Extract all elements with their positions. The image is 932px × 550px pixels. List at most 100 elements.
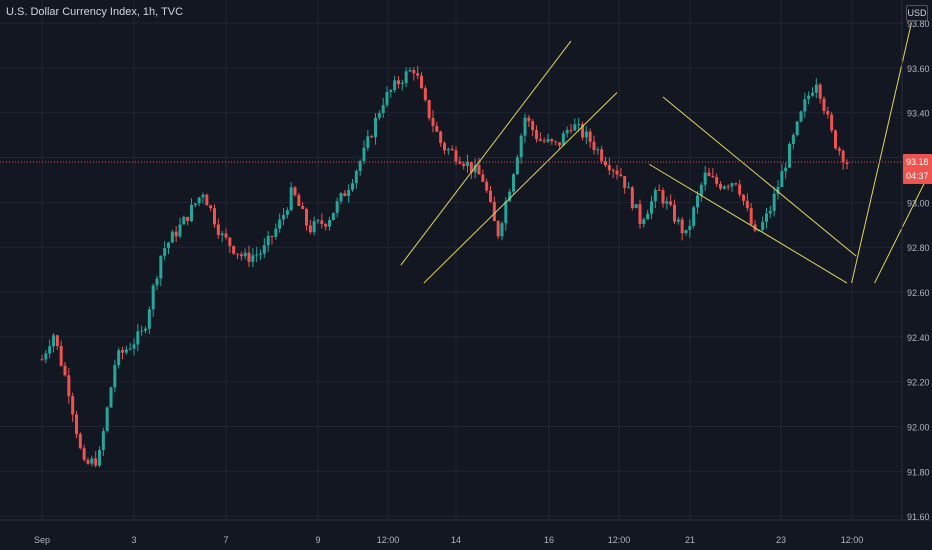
candle-body — [504, 201, 508, 224]
candle-body — [305, 208, 308, 226]
last-price-badge[interactable] — [903, 154, 932, 185]
candle-body — [331, 212, 335, 221]
candle-body — [684, 229, 688, 234]
candle-body — [826, 111, 830, 115]
y-tick-label: 93.00 — [907, 198, 930, 208]
candle-body — [59, 345, 63, 366]
trend-channel-line[interactable] — [662, 96, 857, 257]
y-tick-label: 93.60 — [907, 64, 930, 74]
trend-channel-line[interactable] — [851, 22, 912, 284]
candle-body — [569, 130, 573, 132]
candle-body — [692, 207, 696, 226]
candle-body — [205, 194, 209, 206]
candle-body — [136, 331, 140, 345]
candle-body — [726, 186, 730, 188]
candle-body — [481, 174, 485, 182]
candle-body — [604, 161, 607, 166]
candle-body — [78, 434, 82, 449]
candle-body — [358, 161, 362, 172]
candle-body — [584, 131, 588, 138]
y-tick-label: 92.60 — [907, 288, 930, 298]
candle-body — [431, 117, 435, 126]
y-tick-label: 93.80 — [907, 19, 930, 29]
trend-channel-line[interactable] — [423, 92, 618, 284]
x-tick-label: 14 — [451, 535, 461, 545]
candle-body — [730, 183, 734, 187]
candle-body — [197, 197, 201, 204]
candle-body — [466, 161, 469, 167]
candle-body — [381, 105, 385, 114]
candle-body — [132, 344, 136, 349]
candle-body — [703, 172, 707, 185]
candle-body — [193, 203, 197, 205]
candle-body — [650, 201, 653, 214]
candle-body — [247, 252, 251, 262]
candle-body — [661, 190, 665, 204]
candle-body — [615, 170, 619, 175]
candle-body — [830, 114, 834, 131]
candle-body — [393, 80, 397, 91]
candle-body — [680, 219, 684, 234]
y-tick-label: 92.80 — [907, 243, 930, 253]
candle-body — [105, 407, 109, 431]
candle-body — [642, 219, 646, 224]
candle-body — [328, 220, 331, 227]
currency-badge[interactable]: USD — [906, 5, 928, 21]
candle-body — [285, 210, 289, 215]
trend-channel-line[interactable] — [648, 163, 848, 284]
candle-body — [527, 117, 531, 122]
candle-body — [320, 220, 324, 225]
last-price-value: 93.18 — [906, 157, 929, 167]
candle-body — [109, 387, 113, 408]
candle-body — [297, 195, 301, 206]
candle-body — [362, 147, 366, 162]
candle-body — [270, 235, 274, 237]
candle-body — [577, 124, 581, 126]
candle-body — [374, 117, 377, 138]
candle-body — [182, 216, 186, 225]
candle-body — [259, 253, 262, 255]
candle-body — [282, 214, 285, 220]
candle-body — [814, 84, 818, 93]
candle-body — [669, 201, 673, 205]
candle-body — [67, 375, 71, 397]
candle-body — [220, 233, 224, 236]
candle-body — [416, 73, 420, 76]
candle-body — [147, 309, 151, 329]
candle-body — [351, 183, 354, 190]
candle-body — [696, 195, 699, 208]
candle-body — [404, 71, 408, 83]
candle-body — [611, 170, 615, 172]
x-tick-label: 3 — [131, 535, 136, 545]
candle-body — [71, 396, 75, 415]
candle-body — [799, 111, 803, 122]
candle-body — [48, 346, 52, 354]
candle-body — [216, 224, 220, 236]
candle-body — [780, 171, 784, 187]
candle-body — [596, 149, 600, 151]
candle-body — [811, 92, 814, 96]
candle-body — [170, 231, 174, 243]
candle-body — [772, 193, 776, 211]
candle-body — [63, 365, 67, 376]
candle-body — [347, 189, 351, 197]
candle-body — [722, 186, 726, 189]
candle-body — [400, 82, 404, 85]
candle-body — [630, 187, 634, 209]
x-tick-label: 12:00 — [841, 535, 864, 545]
candle-body — [366, 136, 370, 148]
candle-body — [174, 231, 178, 237]
y-tick-label: 93.40 — [907, 109, 930, 119]
candle-body — [508, 191, 512, 202]
candle-body — [734, 183, 738, 185]
candle-body — [144, 328, 147, 331]
candle-body — [446, 149, 450, 151]
candle-body — [412, 70, 416, 74]
candle-body — [293, 187, 297, 196]
trend-channel-line[interactable] — [400, 40, 572, 266]
candle-body — [485, 181, 489, 191]
candle-body — [232, 246, 236, 254]
candle-body — [90, 458, 94, 464]
candle-body — [588, 131, 592, 142]
